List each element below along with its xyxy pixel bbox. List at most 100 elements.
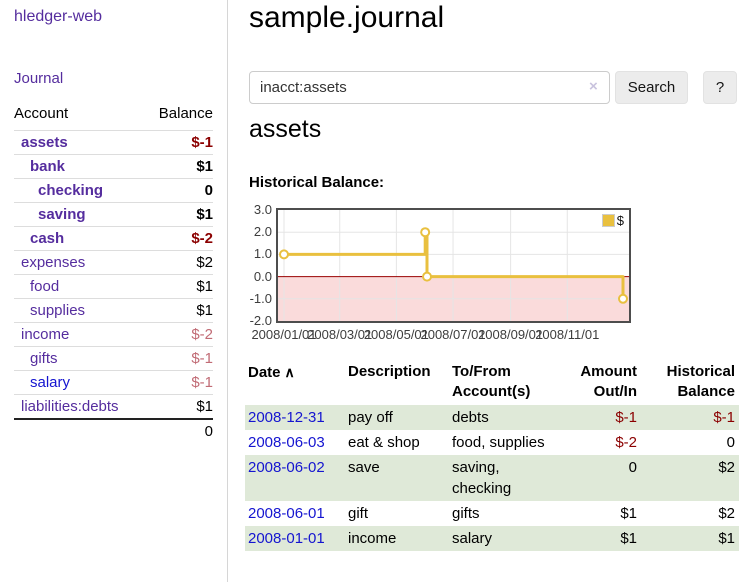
transaction-balance: $-1 (713, 409, 735, 426)
legend-label: $ (616, 213, 624, 228)
account-row: saving $1 (14, 202, 213, 227)
accounts-total-balance: 0 (145, 418, 213, 443)
register-header-tofrom: To/From Account(s) (452, 363, 531, 400)
account-balance: $-2 (145, 322, 213, 347)
chart-y-tick-label: -1.0 (249, 290, 272, 306)
account-heading: assets (249, 115, 322, 143)
transaction-accounts: debts (452, 409, 489, 426)
chart-x-tick-label: 2008/03/01 (307, 327, 373, 342)
transaction-accounts: gifts (452, 505, 480, 522)
sort-ascending-icon: ∧ (284, 364, 295, 380)
account-row: food $1 (14, 274, 213, 299)
account-row: supplies $1 (14, 298, 213, 323)
chart-plot: $ (276, 208, 631, 323)
account-balance: $-2 (145, 226, 213, 251)
account-balance: $-1 (145, 130, 213, 155)
search-button[interactable]: Search (615, 71, 688, 104)
register-header-description: Description (348, 363, 431, 380)
register-header-row: Date ∧ Description To/From Account(s) Amo… (245, 358, 739, 405)
transaction-amount: $-2 (615, 434, 637, 451)
account-link-expenses[interactable]: expenses (21, 254, 86, 271)
transaction-date-link[interactable]: 2008-06-03 (248, 434, 325, 451)
transaction-balance: $2 (718, 505, 735, 522)
register-header-balance: Historical Balance (666, 363, 735, 400)
app-brand-link[interactable]: hledger-web (14, 8, 103, 25)
chart-data-point (279, 249, 289, 260)
legend-swatch-icon (601, 214, 615, 227)
account-balance: $1 (145, 274, 213, 299)
account-balance: $-1 (145, 346, 213, 371)
account-balance: 0 (145, 178, 213, 203)
transaction-row: 2008-12-31 pay off debts $-1 $-1 (245, 405, 739, 430)
chart-data-point (422, 271, 433, 282)
account-balance: $2 (145, 250, 213, 275)
transaction-description: income (348, 530, 397, 547)
chart-data-point (420, 227, 431, 238)
register-section: Date ∧ Description To/From Account(s) Amo… (245, 358, 739, 551)
account-link-supplies[interactable]: supplies (30, 302, 86, 319)
accounts-table: Account Balance assets $-1 bank $1 check… (14, 102, 213, 443)
account-row: expenses $2 (14, 250, 213, 275)
account-link-income[interactable]: income (21, 326, 70, 343)
chart-y-tick-label: 2.0 (253, 224, 272, 240)
page-title: sample.journal (249, 1, 445, 34)
account-link-saving[interactable]: saving (38, 206, 86, 223)
account-link-cash[interactable]: cash (30, 230, 65, 247)
transaction-description: pay off (348, 409, 393, 426)
account-link-bank[interactable]: bank (30, 158, 66, 175)
transaction-row: 2008-06-02 save saving, checking 0 $2 (245, 455, 739, 501)
account-link-gifts[interactable]: gifts (30, 350, 58, 367)
transaction-date-link[interactable]: 2008-01-01 (248, 530, 325, 547)
account-row: gifts $-1 (14, 346, 213, 371)
account-link-food[interactable]: food (30, 278, 60, 295)
account-balance: $1 (145, 394, 213, 419)
chart-y-tick-label: -2.0 (249, 313, 272, 328)
chart-y-tick-label: 3.0 (253, 202, 272, 217)
register-table: Date ∧ Description To/From Account(s) Amo… (245, 358, 739, 551)
chart-x-tick-label: 2008/07/01 (420, 327, 486, 342)
help-button[interactable]: ? (703, 71, 737, 104)
account-row: bank $1 (14, 154, 213, 179)
transaction-balance: 0 (726, 434, 735, 451)
transaction-description: eat & shop (348, 434, 420, 451)
chart-data-point (618, 293, 628, 304)
account-balance: $1 (145, 298, 213, 323)
clear-search-icon[interactable]: × (589, 78, 598, 95)
transaction-amount: 0 (628, 459, 637, 476)
transaction-accounts: food, supplies (452, 434, 545, 451)
search-input[interactable] (249, 71, 610, 104)
transaction-row: 2008-06-01 gift gifts $1 $2 (245, 501, 739, 526)
chart-x-tick-label: 2008/11/01 (535, 327, 600, 342)
account-row: cash $-2 (14, 226, 213, 251)
account-link-checking[interactable]: checking (38, 182, 104, 199)
accounts-table-header-balance: Balance (158, 105, 213, 122)
historical-balance-chart: $ 3.0 2.0 1.0 0.0 -1.0 -2.0 2008/01/01 2008/03/… (245, 201, 741, 349)
transaction-description: gift (348, 505, 369, 522)
account-row: checking 0 (14, 178, 213, 203)
account-link-salary[interactable]: salary (30, 374, 71, 391)
transaction-accounts: saving, checking (452, 459, 512, 497)
sidebar: hledger-web Journal Account Balance asse… (0, 0, 228, 582)
account-row: income $-2 (14, 322, 213, 347)
transaction-amount: $1 (620, 505, 637, 522)
transaction-date-link[interactable]: 2008-06-02 (248, 459, 325, 476)
chart-x-tick-label: 2008/09/01 (478, 327, 544, 342)
account-row: salary $-1 (14, 370, 213, 395)
transaction-accounts: salary (452, 530, 493, 547)
transaction-date-link[interactable]: 2008-06-01 (248, 505, 325, 522)
transaction-description: save (348, 459, 380, 476)
transaction-row: 2008-06-03 eat & shop food, supplies $-2… (245, 430, 739, 455)
transaction-date-link[interactable]: 2008-12-31 (248, 409, 325, 426)
chart-legend: $ (599, 212, 626, 229)
account-link-liabilities-debts[interactable]: liabilities:debts (21, 398, 119, 415)
chart-canvas (278, 210, 629, 321)
chart-title: Historical Balance: (249, 174, 385, 191)
register-header-date: Date ∧ (248, 364, 295, 381)
sidebar-item-journal[interactable]: Journal (14, 70, 64, 87)
transaction-row: 2008-01-01 income salary $1 $1 (245, 526, 739, 551)
account-balance: $1 (145, 202, 213, 227)
account-balance: $1 (145, 154, 213, 179)
register-header-amount: Amount Out/In (580, 363, 637, 400)
account-link-assets[interactable]: assets (21, 134, 68, 151)
transaction-balance: $1 (718, 530, 735, 547)
